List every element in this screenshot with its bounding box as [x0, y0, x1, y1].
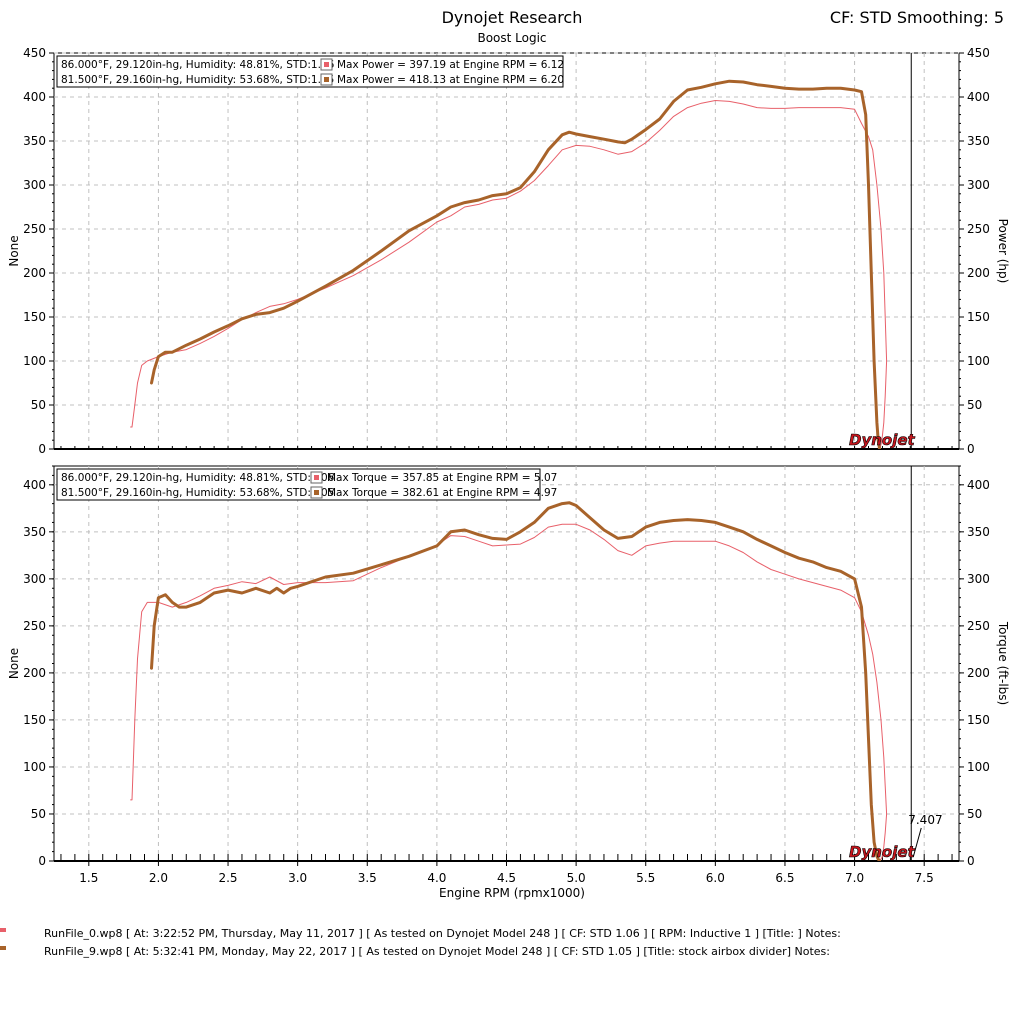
panel-1-legend-swatch-1 [324, 77, 329, 82]
panel-1-series-1-line [150, 79, 882, 449]
panel-2-x-tick-label: 5.0 [567, 871, 586, 885]
footer-runfile-9: RunFile_9.wp8 [ At: 5:32:41 PM, Monday, … [44, 945, 830, 958]
panel-2-y-tick-label-right: 400 [967, 478, 990, 492]
panel-2-y-tick-label-left: 250 [23, 619, 46, 633]
panel-2-y-tick-label-left: 0 [38, 854, 46, 868]
panel-2-y-tick-label-left: 100 [23, 760, 46, 774]
panel-1-legend-max-0: Max Power = 397.19 at Engine RPM = 6.12 [337, 59, 564, 71]
panel-1-y-tick-label-left: 450 [23, 46, 46, 60]
panel-2-rpm-marker-pointer [912, 827, 922, 858]
panel-2-legend-swatch-0 [314, 475, 319, 480]
panel-1-series-group [130, 79, 888, 449]
x-axis-label: Engine RPM (rpmx1000) [439, 886, 585, 900]
panel-1-y-tick-label-right: 450 [967, 46, 990, 60]
panel-2-ylabel-right: Torque (ft-lbs) [996, 621, 1010, 705]
chart-title: Dynojet Research [441, 8, 583, 27]
panel-1-dynojet-logo: Dynojet [849, 431, 916, 449]
panel-1-y-tick-label-right: 150 [967, 310, 990, 324]
dyno-charts: 0 0 50 50 100 100 150 150 200 200 250 250 300 300 350 3… [7, 46, 1010, 900]
panel-1-legend-box [56, 55, 564, 88]
panel-1-y-tick-label-right: 250 [967, 222, 990, 236]
panel-2-legend-conditions-0: 86.000°F, 29.120in-hg, Humidity: 48.81%,… [61, 472, 335, 484]
panel-2-ylabel-left: None [7, 648, 21, 679]
panel-1-y-tick-label-left: 100 [23, 354, 46, 368]
panel-1-y-tick-label-left: 250 [23, 222, 46, 236]
panel-2-series-group [130, 501, 888, 861]
panel-1-ylabel-right: Power (hp) [996, 219, 1010, 284]
panel-2-x-tick-label: 7.0 [845, 871, 864, 885]
panel-2-legend-box [56, 468, 541, 501]
panel-1-y-tick-label-right: 100 [967, 354, 990, 368]
panel-2-y-tick-label-right: 350 [967, 525, 990, 539]
panel-2-y-tick-label-right: 200 [967, 666, 990, 680]
panel-1-legend-conditions-1: 81.500°F, 29.160in-hg, Humidity: 53.68%,… [61, 74, 334, 86]
panel-2-y-tick-label-left: 200 [23, 666, 46, 680]
panel-2-x-tick-label: 3.5 [358, 871, 377, 885]
panel-1-y-tick-label-left: 350 [23, 134, 46, 148]
panel-2-y-tick-label-left: 150 [23, 713, 46, 727]
panel-1-y-tick-label-right: 0 [967, 442, 975, 456]
panel-2-y-tick-label-left: 50 [31, 807, 46, 821]
panel-1-y-tick-label-right: 50 [967, 398, 982, 412]
panel-2-legend-max-1: Max Torque = 382.61 at Engine RPM = 4.97 [327, 487, 557, 499]
panel-2-x-tick-label: 7.5 [915, 871, 934, 885]
panel-2-series-0-line [130, 523, 888, 861]
panel-1-y-tick-label-right: 400 [967, 90, 990, 104]
panel-2-series-1-line [150, 501, 882, 861]
panel-1-y-tick-label-left: 50 [31, 398, 46, 412]
panel-2-x-tick-label: 5.5 [636, 871, 655, 885]
footer-swatch-run9 [0, 946, 6, 950]
footer-runfile-0: RunFile_0.wp8 [ At: 3:22:52 PM, Thursday… [44, 927, 841, 940]
panel-1-y-tick-label-right: 350 [967, 134, 990, 148]
footer-swatch-run0 [0, 928, 6, 932]
panel-2-y-tick-label-left: 350 [23, 525, 46, 539]
panel-2-x-tick-label: 1.5 [79, 871, 98, 885]
panel-1-y-tick-label-left: 0 [38, 442, 46, 456]
panel-1-series-0-line [130, 100, 888, 449]
panel-1-y-tick-label-left: 200 [23, 266, 46, 280]
panel-2-x-tick-label: 6.5 [775, 871, 794, 885]
panel-1-legend-swatch-0 [324, 62, 329, 67]
panel-2-x-tick-label: 4.5 [497, 871, 516, 885]
panel-1-ylabel-left: None [7, 235, 21, 266]
panel-1-legend-conditions-0: 86.000°F, 29.120in-hg, Humidity: 48.81%,… [61, 59, 335, 71]
panel-2-dynojet-logo: Dynojet [849, 843, 916, 861]
panel-2-legend-conditions-1: 81.500°F, 29.160in-hg, Humidity: 53.68%,… [61, 487, 334, 499]
panel-2-legend-swatch-1 [314, 490, 319, 495]
panel-2-y-tick-label-right: 250 [967, 619, 990, 633]
panel-1-legend-max-1: Max Power = 418.13 at Engine RPM = 6.20 [337, 74, 564, 86]
panel-2-x-tick-label: 3.0 [288, 871, 307, 885]
panel-2-y-tick-label-right: 150 [967, 713, 990, 727]
panel-1-y-tick-label-right: 300 [967, 178, 990, 192]
panel-2-x-tick-label: 2.0 [149, 871, 168, 885]
panel-2-y-tick-label-right: 0 [967, 854, 975, 868]
panel-2-y-tick-label-right: 300 [967, 572, 990, 586]
panel-1-y-tick-label-left: 400 [23, 90, 46, 104]
panel-2-y-tick-label-left: 400 [23, 478, 46, 492]
panel-2-legend-max-0: Max Torque = 357.85 at Engine RPM = 5.07 [327, 472, 557, 484]
cf-smoothing-info: CF: STD Smoothing: 5 [829, 8, 1004, 27]
panel-2-x-tick-label: 2.5 [218, 871, 237, 885]
panel-1-y-tick-label-left: 150 [23, 310, 46, 324]
panel-1-y-tick-label-left: 300 [23, 178, 46, 192]
panel-2-y-tick-label-right: 50 [967, 807, 982, 821]
panel-2-x-tick-label: 6.0 [706, 871, 725, 885]
panel-2-y-tick-label-right: 100 [967, 760, 990, 774]
chart-subtitle: Boost Logic [477, 31, 547, 45]
panel-2-rpm-marker-label: 7.407 [908, 813, 942, 827]
panel-1-y-tick-label-right: 200 [967, 266, 990, 280]
panel-2-y-tick-label-left: 300 [23, 572, 46, 586]
panel-2-x-tick-label: 4.0 [427, 871, 446, 885]
